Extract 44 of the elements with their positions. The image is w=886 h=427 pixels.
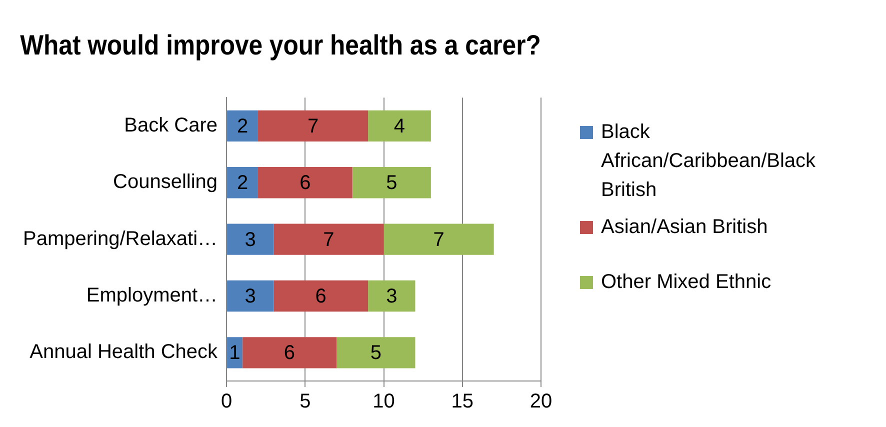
bar: [352, 167, 431, 198]
data-label: 7: [433, 228, 444, 251]
data-label: 5: [386, 172, 398, 194]
data-label: 3: [244, 285, 256, 308]
bar: [227, 280, 274, 312]
x-tick-label: 0: [220, 390, 232, 413]
bar: [274, 280, 368, 312]
bar: [274, 224, 384, 255]
bar: [227, 224, 274, 255]
y-tick-label: Annual Health Check: [30, 341, 219, 364]
data-label: 7: [307, 115, 319, 138]
bar: [384, 224, 494, 255]
bar: [258, 167, 352, 198]
data-label: 2: [236, 172, 248, 194]
data-label: 3: [386, 285, 398, 308]
data-label: 5: [370, 342, 382, 364]
y-tick-label: Back Care: [124, 114, 218, 136]
x-tick-label: 15: [451, 390, 474, 413]
data-label: 6: [300, 172, 311, 194]
data-label: 1: [229, 342, 240, 364]
legend-label: Black African/Caribbean/Black British: [601, 120, 817, 203]
x-tick-label: 20: [530, 390, 552, 413]
bar: [227, 167, 258, 198]
x-tick-label: 10: [372, 390, 395, 413]
legend-label: Asian/Asian British: [601, 215, 768, 240]
x-tick-label: 5: [300, 390, 311, 413]
bar: [258, 110, 368, 142]
data-label: 6: [284, 342, 295, 364]
y-tick-label: Counselling: [113, 171, 218, 194]
bar: [336, 337, 416, 368]
bar: [368, 280, 416, 312]
y-tick-label: Pampering/Relaxati…: [23, 228, 218, 250]
data-label: 4: [394, 115, 406, 138]
bar: [242, 337, 337, 368]
data-label: 7: [323, 228, 334, 251]
bar: [368, 110, 431, 142]
data-label: 6: [315, 285, 326, 308]
y-tick-label: Employment…: [86, 284, 218, 306]
bar: [227, 110, 258, 142]
data-label: 3: [244, 228, 256, 251]
legend-label: Other Mixed Ethnic: [601, 270, 772, 295]
chart-title: What would improve your health as a carer?: [20, 29, 541, 61]
data-label: 2: [236, 115, 248, 138]
bar: [227, 337, 242, 368]
